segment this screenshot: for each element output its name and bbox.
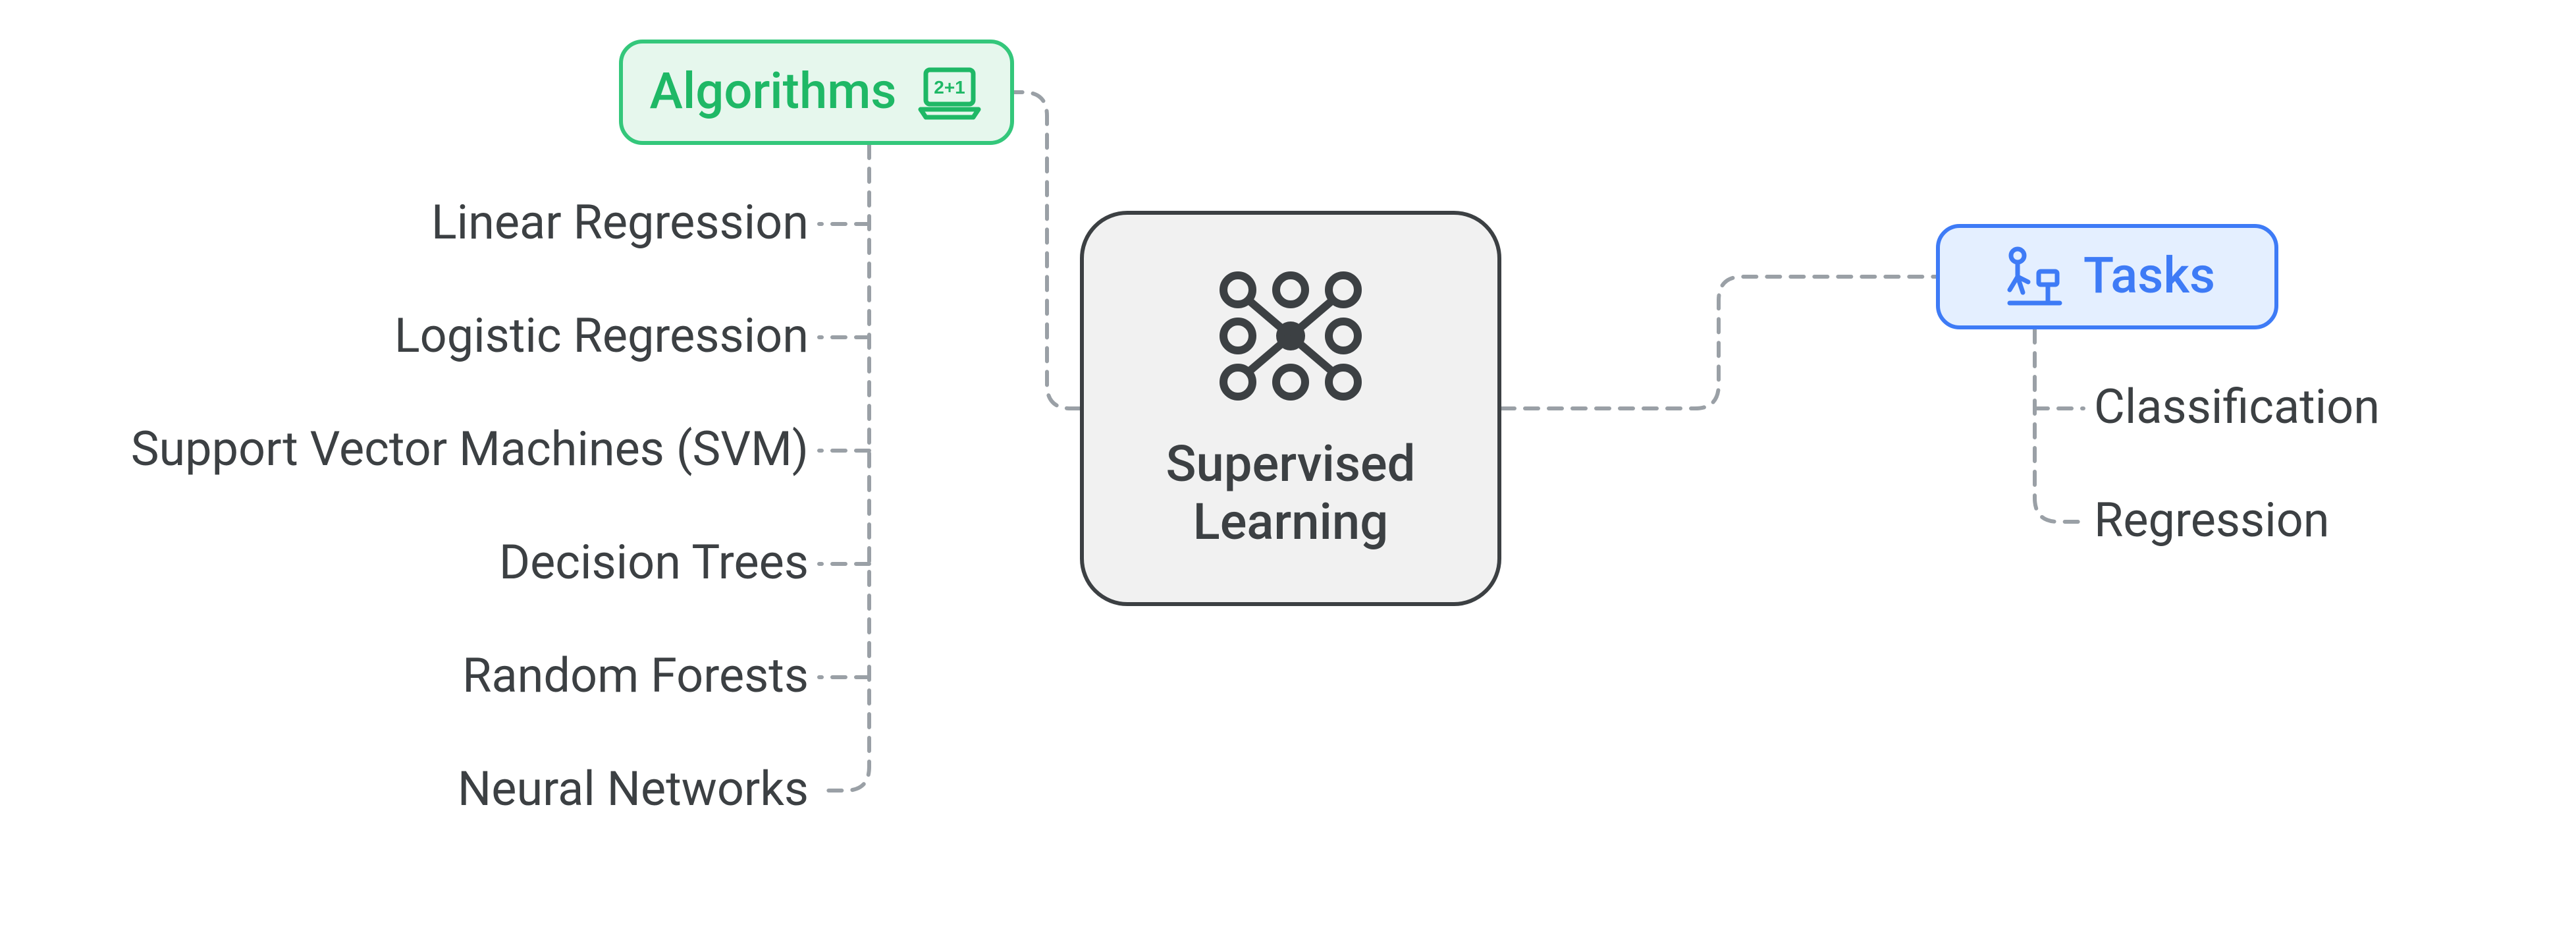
task-item: Regression [2094, 492, 2330, 547]
algorithm-item: Neural Networks [458, 761, 809, 816]
task-item: Classification [2094, 379, 2380, 434]
diagram-canvas: SupervisedLearning Algorithms 2+1 Linear … [0, 0, 2576, 946]
algorithm-item: Decision Trees [499, 534, 809, 590]
center-node-supervised-learning: SupervisedLearning [1080, 211, 1501, 606]
algorithm-item: Support Vector Machines (SVM) [131, 421, 809, 476]
algorithm-item: Linear Regression [431, 194, 809, 250]
tasks-label: Tasks [2083, 248, 2215, 306]
algorithm-item: Random Forests [462, 648, 809, 703]
laptop-math-icon: 2+1 [915, 65, 984, 120]
neural-network-icon [1212, 264, 1370, 422]
svg-text:2+1: 2+1 [934, 77, 965, 97]
algorithm-item: Logistic Regression [394, 308, 809, 363]
algorithms-node: Algorithms 2+1 [619, 40, 1014, 145]
algorithms-label: Algorithms [649, 63, 896, 121]
tasks-node: Tasks [1936, 224, 2278, 329]
center-node-label: SupervisedLearning [1166, 438, 1416, 553]
person-at-desk-icon [1999, 245, 2065, 308]
